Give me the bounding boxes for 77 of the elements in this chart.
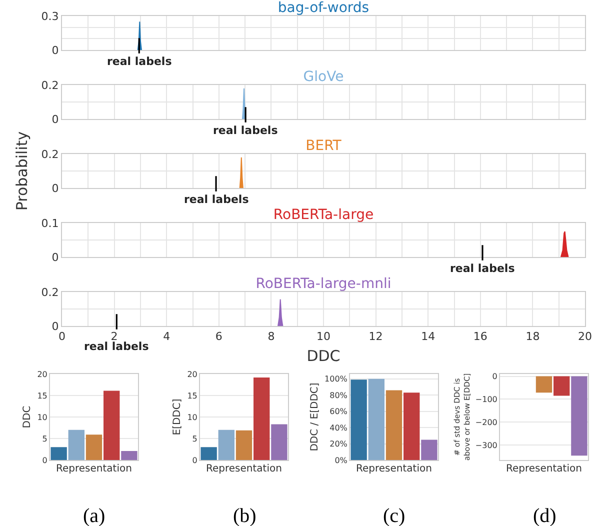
- text: (c): [383, 505, 406, 526]
- bar: [350, 380, 367, 460]
- x-tick-label: 12: [368, 330, 383, 344]
- y-tick-label: 0: [52, 182, 59, 195]
- y-tick-label: 20: [37, 370, 48, 379]
- x-axis-title: Representation: [356, 464, 432, 474]
- text: (d): [533, 505, 556, 526]
- x-tick-label: 10: [316, 330, 330, 344]
- bar: [104, 390, 120, 460]
- ref-line-label: real labels: [184, 193, 250, 206]
- y-tick-label: 0: [492, 372, 498, 382]
- y-tick-label: 100%: [324, 374, 348, 384]
- y-tick-label: 0.2: [41, 286, 59, 299]
- ref-line-label: real labels: [107, 55, 172, 68]
- bar: [421, 440, 438, 460]
- y-tick-label: 0.3: [41, 10, 59, 23]
- bar: [254, 377, 270, 460]
- y-axis-title: DDC: [22, 406, 34, 428]
- ref-line-label: real labels: [84, 340, 150, 353]
- y-tick-label: 20: [187, 370, 198, 379]
- y-axis-title: DDC / E[DDC]: [310, 382, 321, 452]
- ref-line-label: real labels: [450, 262, 516, 275]
- x-axis-title: Representation: [56, 464, 132, 474]
- y-tick-label: 15: [187, 391, 198, 400]
- bar: [218, 430, 234, 460]
- text: (a): [83, 505, 106, 526]
- x-tick-label: 4: [163, 330, 170, 344]
- x-tick-label: 20: [578, 330, 592, 344]
- bar: [86, 434, 102, 460]
- bar: [236, 430, 252, 460]
- bar: [200, 447, 217, 460]
- chart-title: RoBERTa-large-mnli: [256, 276, 392, 292]
- x-tick-label: 6: [215, 330, 222, 344]
- bar: [50, 447, 67, 460]
- y-tick-label: 0.2: [41, 78, 59, 92]
- chart-title: GloVe: [303, 68, 344, 85]
- y-tick-label: 0%: [334, 456, 348, 465]
- bar: [68, 430, 84, 460]
- y-tick-label: 0: [52, 112, 59, 126]
- y-tick-label: 0.2: [41, 148, 59, 161]
- bar: [404, 392, 420, 460]
- y-tick-label: 0.1: [41, 216, 59, 230]
- y-tick-label: 80%: [330, 390, 348, 400]
- y-tick-label: 0: [52, 320, 59, 333]
- y-tick-label: 60%: [330, 407, 348, 416]
- y-tick-label: 5: [192, 434, 198, 444]
- x-axis-title: Representation: [506, 464, 582, 474]
- y-tick-label: 0: [192, 456, 198, 465]
- bar: [368, 378, 384, 460]
- x-tick-label: 18: [526, 330, 540, 344]
- bar: [386, 390, 402, 460]
- y-tick-label: −200: [475, 418, 498, 427]
- y-tick-label: 40%: [330, 423, 348, 432]
- y-tick-label: −100: [475, 395, 498, 404]
- x-tick-label: 16: [473, 330, 488, 344]
- x-tick-label: 14: [421, 330, 436, 344]
- text: (b): [233, 505, 256, 526]
- y-tick-label: 20%: [330, 440, 348, 449]
- y-tick-label: 0: [52, 44, 59, 57]
- y-axis-title: E[DDC]: [172, 398, 184, 436]
- bar: [121, 450, 138, 460]
- bar: [271, 424, 288, 460]
- x-tick-label: 8: [268, 330, 275, 344]
- chart-title: RoBERTa-large: [273, 206, 374, 223]
- x-axis-title: Representation: [206, 464, 282, 474]
- y-axis-title: Probability: [13, 131, 31, 211]
- y-tick-label: 0: [52, 250, 59, 264]
- y-tick-label: 5: [42, 434, 48, 444]
- y-tick-label: −300: [475, 440, 498, 450]
- chart-title: BERT: [306, 138, 342, 154]
- chart-title: bag-of-words: [278, 0, 370, 16]
- x-axis-title: DDC: [306, 347, 340, 366]
- y-tick-label: 10: [187, 412, 198, 422]
- y-tick-label: 0: [42, 456, 48, 465]
- y-tick-label: 10: [37, 412, 48, 422]
- ref-line-label: real labels: [213, 124, 278, 137]
- y-tick-label: 15: [37, 391, 48, 400]
